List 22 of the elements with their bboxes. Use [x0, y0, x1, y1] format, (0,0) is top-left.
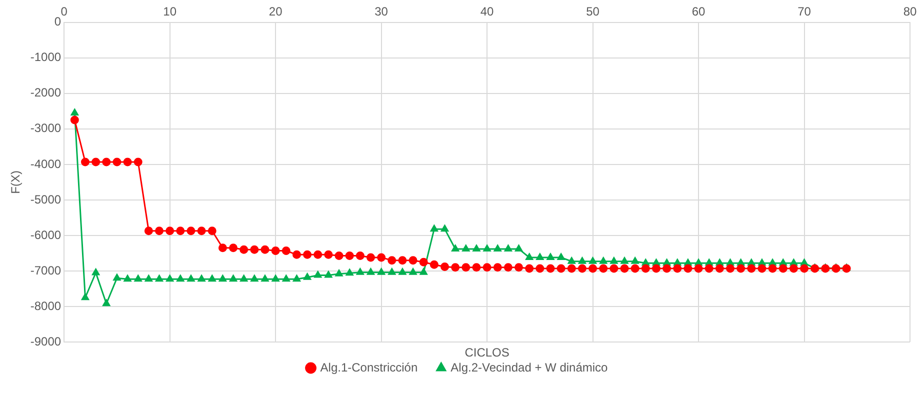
legend-label: Alg.1-Constricción	[320, 360, 418, 374]
x-tick-label: 60	[692, 4, 706, 19]
y-axis-title: F(X)	[8, 170, 23, 194]
y-tick-label: -1000	[30, 50, 62, 64]
x-tick-label: 40	[480, 4, 494, 19]
y-tick-label: -3000	[30, 121, 62, 136]
x-tick-label: 20	[268, 4, 283, 19]
x-tick-label: 70	[798, 4, 812, 19]
y-tick-label: -4000	[30, 156, 62, 171]
y-tick-label: -5000	[30, 192, 62, 206]
legend-label: Alg.2-Vecindad + W dinámico	[450, 360, 608, 374]
x-tick-label: 30	[374, 4, 388, 19]
y-tick-label: 0	[54, 14, 62, 29]
y-tick-label: -2000	[30, 86, 62, 100]
y-tick-label: -6000	[30, 228, 62, 242]
y-tick-label: -7000	[30, 263, 62, 278]
x-tick-label: 80	[903, 4, 917, 19]
y-tick-label: -8000	[30, 298, 62, 313]
x-tick-label: 10	[163, 4, 177, 19]
x-axis-title: CICLOS	[464, 345, 510, 360]
x-tick-label: 50	[586, 4, 600, 19]
y-tick-label: -9000	[30, 334, 62, 348]
